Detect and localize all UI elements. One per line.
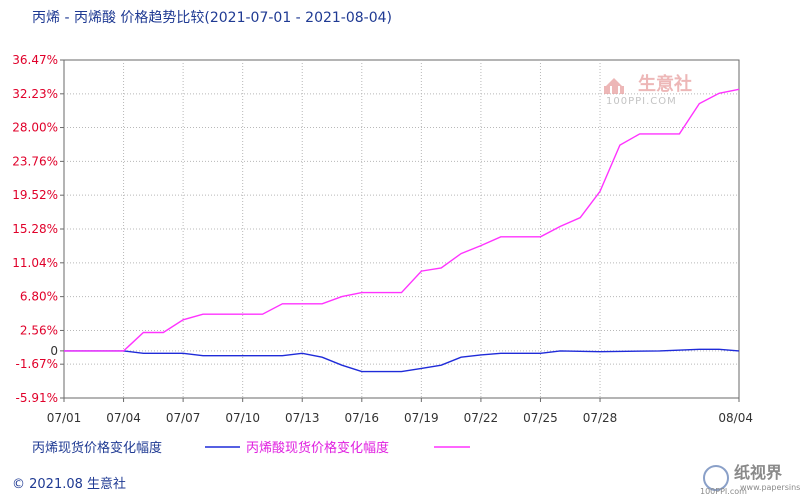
legend-label-acrylic: 丙烯酸现货价格变化幅度	[246, 440, 389, 456]
y-tick-label: 19.52%	[12, 188, 58, 202]
watermark-name: 生意社	[638, 73, 692, 95]
grid-lines	[64, 60, 739, 398]
x-tick-label: 07/10	[225, 411, 260, 425]
watermark-sub: 100PPI.COM	[606, 96, 677, 107]
x-axis-ticks: 07/01 07/04 07/07 07/10 07/13 07/16 07/19 07/22…	[47, 398, 753, 425]
y-tick-label: 28.00%	[12, 121, 58, 135]
x-tick-label: 07/13	[285, 411, 320, 425]
legend: 丙烯现货价格变化幅度 丙烯酸现货价格变化幅度	[32, 440, 470, 456]
x-tick-label: 07/04	[106, 411, 141, 425]
footer-copyright: © 2021.08 生意社	[12, 476, 126, 492]
y-tick-label: 36.47%	[12, 53, 58, 67]
y-tick-label: 0	[50, 344, 58, 358]
y-tick-label: 23.76%	[12, 154, 58, 168]
x-tick-label: 07/25	[523, 411, 558, 425]
brand-globe-icon	[703, 465, 729, 491]
brand-url: 100PPI.com	[700, 487, 747, 496]
plot-area	[63, 59, 740, 399]
y-tick-label: 6.80%	[20, 290, 58, 304]
legend-label-propylene: 丙烯现货价格变化幅度	[32, 440, 162, 456]
y-tick-label: 11.04%	[12, 256, 58, 270]
series-lines	[64, 88, 740, 373]
y-tick-label: 2.56%	[20, 323, 58, 337]
x-tick-label: 07/22	[464, 411, 499, 425]
chart-title: 丙烯 - 丙烯酸 价格趋势比较(2021-07-01 - 2021-08-04)	[32, 10, 392, 26]
y-tick-label: 15.28%	[12, 222, 58, 236]
y-tick-label: -5.91%	[16, 391, 58, 405]
y-axis-ticks: 36.47% 32.23% 28.00% 23.76% 19.52% 15.28% 11.0…	[12, 53, 64, 405]
watermark-logo-icon	[604, 78, 624, 94]
watermark: 生意社 100PPI.COM	[604, 73, 692, 107]
brand-logo: 纸视界 100PPI.com www.papersinsight.net	[700, 463, 800, 496]
brand-name: 纸视界	[734, 463, 782, 482]
x-tick-label: 07/19	[404, 411, 439, 425]
x-tick-label: 07/16	[344, 411, 379, 425]
y-tick-label: -1.67%	[16, 357, 58, 371]
x-tick-label: 08/04	[718, 411, 753, 425]
brand-sub: www.papersinsight.net	[740, 483, 800, 492]
y-tick-label: 32.23%	[12, 87, 58, 101]
x-tick-label: 07/01	[47, 411, 82, 425]
series-line-propylene	[64, 348, 740, 373]
x-tick-label: 07/28	[583, 411, 618, 425]
x-tick-label: 07/07	[166, 411, 201, 425]
series-line-acrylic	[64, 88, 740, 352]
